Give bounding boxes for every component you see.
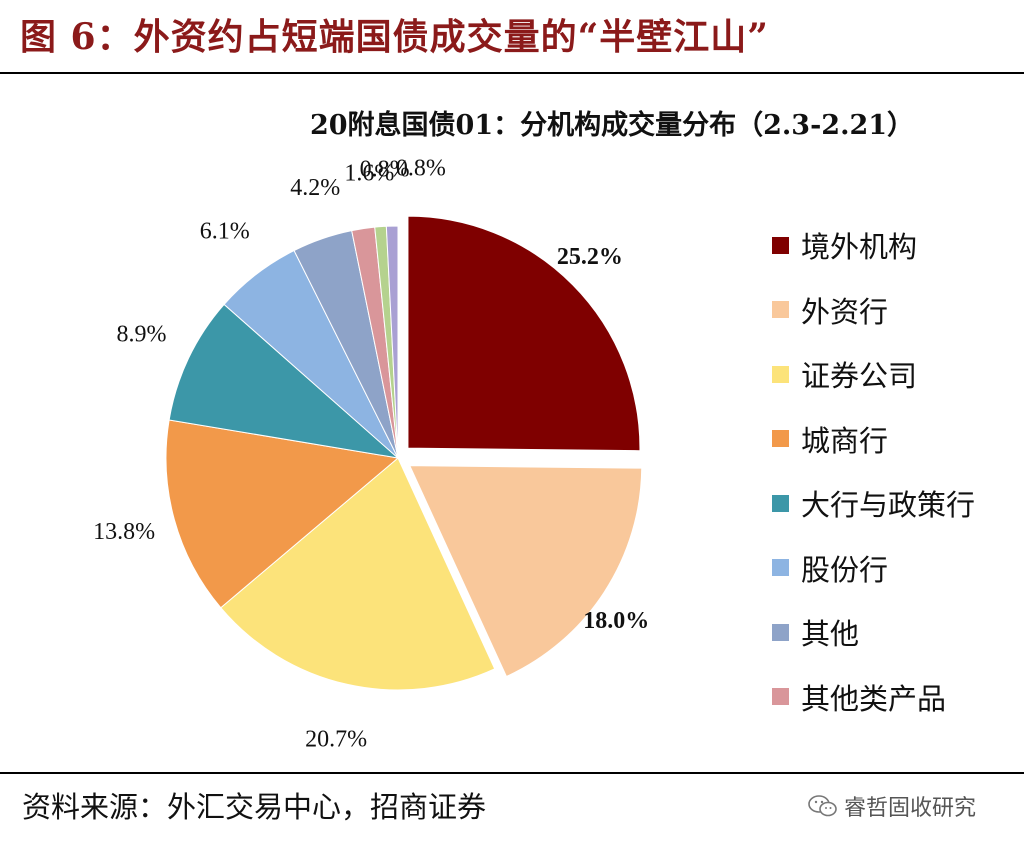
pie-label-6: 4.2% bbox=[290, 175, 340, 201]
pie-slice-4 bbox=[168, 303, 400, 459]
pie-label-3: 13.8% bbox=[93, 519, 155, 545]
legend-item: 股份行 bbox=[772, 536, 1012, 601]
pie-slice-3 bbox=[165, 419, 400, 609]
legend-label: 境外机构 bbox=[801, 230, 918, 265]
pie-slice-0 bbox=[407, 215, 641, 452]
pie-label-8: 0.8% bbox=[360, 156, 410, 182]
figure-title: 图 6：外资约占短端国债成交量的“半壁江山” bbox=[20, 16, 769, 58]
legend-item: 境外机构 bbox=[772, 213, 1012, 278]
legend-label: 城商行 bbox=[801, 423, 889, 458]
legend-label: 其他 bbox=[801, 617, 860, 652]
legend-swatch bbox=[772, 688, 789, 706]
legend-swatch bbox=[772, 430, 789, 448]
pie-slice-2 bbox=[220, 457, 496, 691]
legend-swatch bbox=[772, 623, 789, 641]
pie-slices bbox=[165, 215, 643, 691]
legend-label: 外资行 bbox=[801, 294, 889, 329]
legend: 境外机构外资行证券公司城商行大行与政策行 股份行其他其他类产品 bbox=[772, 213, 1012, 729]
legend-swatch bbox=[772, 365, 789, 383]
legend-swatch bbox=[772, 559, 789, 577]
legend-item: 证券公司 bbox=[772, 342, 1012, 407]
pie-label-1: 18.0% bbox=[583, 608, 649, 634]
legend-label: 其他类产品 bbox=[801, 681, 947, 716]
legend-label: 大行与政策行 bbox=[801, 488, 976, 523]
legend-item: 城商行 bbox=[772, 407, 1012, 472]
pie-slice-1 bbox=[408, 465, 643, 678]
title-divider bbox=[0, 72, 1024, 74]
legend-label: 股份行 bbox=[801, 552, 889, 587]
legend-item: 其他 bbox=[772, 600, 1012, 665]
legend-swatch bbox=[772, 494, 789, 512]
pie-slice-9 bbox=[385, 225, 399, 459]
pie-labels: 25.2% 18.0% 20.7% 13.8% 8.9% 6.1% 4.2%1.6%0.8%… bbox=[93, 156, 649, 753]
legend-item: 外资行 bbox=[772, 278, 1012, 343]
source-note: 资料来源：外汇交易中心，招商证券 bbox=[22, 790, 487, 824]
pie-label-4: 8.9% bbox=[117, 321, 167, 347]
pie-label-9: 0.8% bbox=[396, 156, 446, 182]
legend-label: 证券公司 bbox=[801, 359, 918, 394]
pie-label-2: 20.7% bbox=[305, 727, 367, 753]
pie-label-7: 1.6% bbox=[344, 161, 394, 187]
legend-swatch bbox=[772, 301, 789, 319]
legend-swatch bbox=[772, 236, 789, 254]
watermark-text: 睿哲固收研究 bbox=[844, 796, 977, 821]
legend-item: 大行与政策行 bbox=[772, 471, 1012, 536]
wechat-icon bbox=[808, 795, 837, 817]
source-divider bbox=[0, 772, 1024, 774]
pie-label-0: 25.2% bbox=[557, 244, 623, 270]
watermark: 睿哲固收研究 bbox=[808, 790, 976, 822]
chart-title: 20附息国债01：分机构成交量分布（2.3-2.21） bbox=[309, 110, 915, 141]
pie-label-5: 6.1% bbox=[200, 218, 250, 244]
legend-item: 其他类产品 bbox=[772, 665, 1012, 730]
